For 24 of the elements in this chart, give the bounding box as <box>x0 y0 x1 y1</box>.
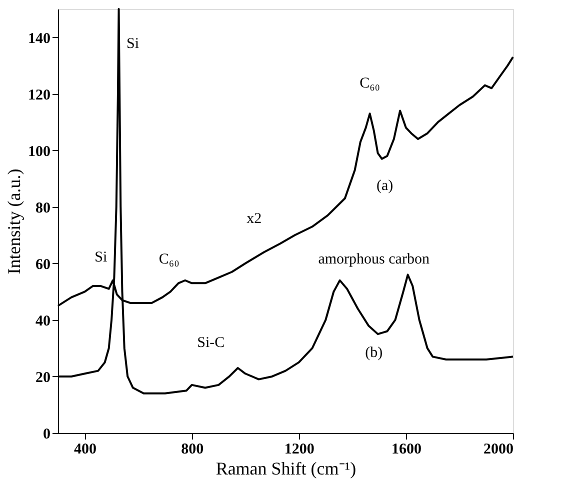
annotation: x2 <box>246 211 262 228</box>
annotation: Si <box>126 36 140 52</box>
annotation: (a) <box>376 178 394 194</box>
y-tick-label: 140 <box>28 30 50 47</box>
x-tick-label: 2000 <box>484 442 514 458</box>
annotation: Si-C <box>197 334 225 351</box>
y-tick-label: 80 <box>36 200 50 216</box>
annotation: amorphous carbon <box>318 251 430 268</box>
x-axis-title: Raman Shift (cm⁻¹) <box>216 458 356 478</box>
y-tick-label: 0 <box>43 426 50 442</box>
annotation: (b) <box>365 345 383 362</box>
y-tick-label: 40 <box>36 313 50 330</box>
y-tick-label: 20 <box>36 370 50 386</box>
annotation: C₆₀ <box>360 76 380 92</box>
y-axis-title: Intensity (a.u.) <box>4 168 24 274</box>
x-tick-label: 800 <box>181 442 204 458</box>
y-tick-label: 100 <box>28 144 50 160</box>
y-tick-label: 120 <box>28 87 50 104</box>
x-tick-label: 1200 <box>284 442 314 458</box>
x-tick-label: 400 <box>74 442 97 458</box>
x-tick-label: 1600 <box>391 442 422 458</box>
annotation: C₆₀ <box>158 251 180 268</box>
y-tick-label: 60 <box>36 256 50 273</box>
annotation: Si <box>94 249 108 266</box>
